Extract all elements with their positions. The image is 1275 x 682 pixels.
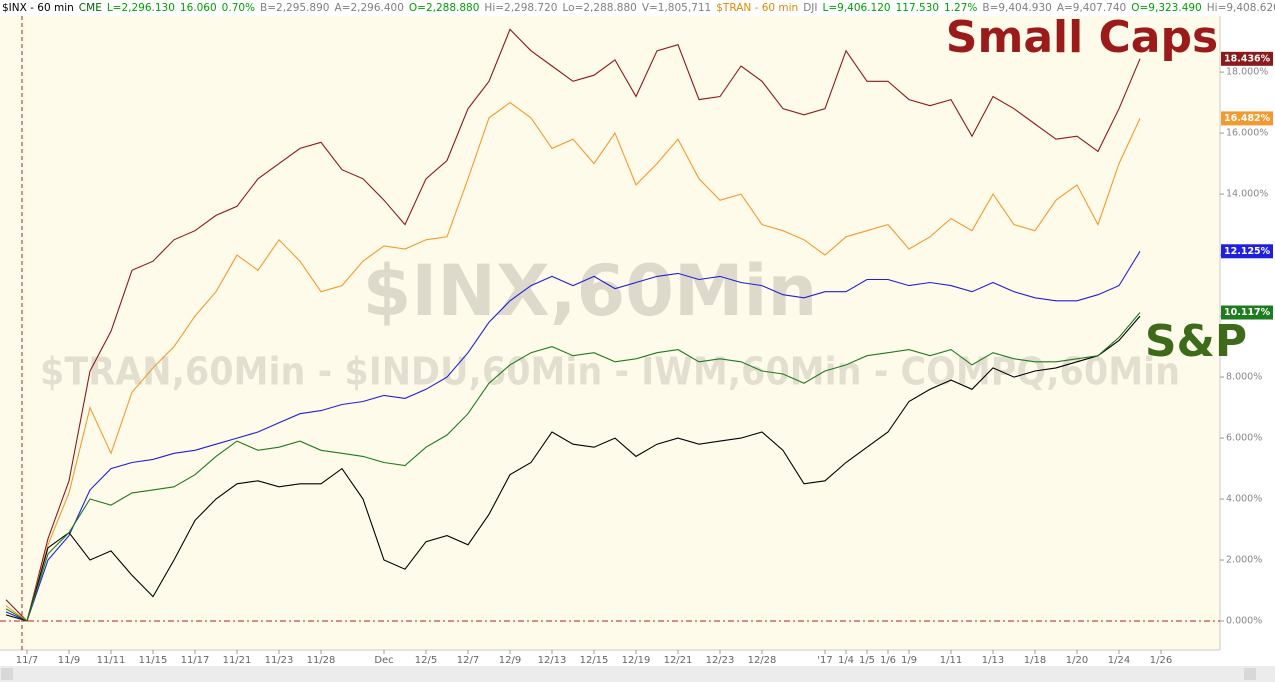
x-tick-label: 11/28 <box>307 655 336 666</box>
y-tick-label: 2.000% <box>1226 555 1262 566</box>
y-tick-label: 0.000% <box>1226 616 1262 627</box>
watermark-sub: $TRAN,60Min - $INDU,60Min - IWM,60Min - … <box>40 350 1180 394</box>
x-tick-label: 1/13 <box>982 655 1004 666</box>
header-item: 1.27% <box>944 2 977 14</box>
series-line <box>5 315 1141 622</box>
x-tick-label: 1/24 <box>1108 655 1130 666</box>
x-tick-label: 12/9 <box>499 655 521 666</box>
x-tick-label: 12/19 <box>622 655 651 666</box>
header-item: 117.530 <box>896 2 939 14</box>
y-tick-label: 6.000% <box>1226 433 1262 444</box>
header-item: CME <box>79 2 102 14</box>
header-item: $TRAN - 60 min <box>716 2 798 14</box>
last-value-label: 18.436% <box>1224 53 1271 64</box>
header-item: 0.70% <box>222 2 255 14</box>
x-tick-label: 12/21 <box>664 655 693 666</box>
y-tick-label: 4.000% <box>1226 494 1262 505</box>
x-tick-label: 12/13 <box>538 655 567 666</box>
header-item: B=2,295.890 <box>260 2 329 14</box>
x-tick-label: 11/7 <box>16 655 38 666</box>
header-item: V=1,805,711 <box>642 2 711 14</box>
plot-area <box>0 16 1220 650</box>
x-tick-label: 11/15 <box>139 655 168 666</box>
x-tick-label: 11/23 <box>265 655 294 666</box>
x-tick-label: 1/11 <box>940 655 962 666</box>
scrollbar[interactable] <box>0 666 1275 682</box>
header-item: Lo=2,288.880 <box>562 2 636 14</box>
watermark: $INX,60Min <box>363 250 818 332</box>
last-value-box <box>1221 305 1273 320</box>
annotation: S&P <box>1145 316 1247 367</box>
header-item: L=2,296.130 <box>107 2 175 14</box>
x-tick-label: 12/5 <box>415 655 437 666</box>
series-line <box>5 251 1141 622</box>
header-item: O=9,323.490 <box>1131 2 1202 14</box>
last-value-box <box>1221 51 1273 66</box>
x-tick-label: 12/23 <box>706 655 735 666</box>
header-item: DJI <box>803 2 817 14</box>
header-item: Hi=9,408.620 <box>1207 2 1275 14</box>
header-item: A=9,407.740 <box>1057 2 1126 14</box>
y-tick-label: 16.000% <box>1226 128 1268 139</box>
x-tick-label: 12/28 <box>748 655 777 666</box>
series-line <box>5 312 1141 622</box>
last-value-label: 16.482% <box>1224 113 1271 124</box>
x-tick-label: 1/26 <box>1150 655 1172 666</box>
y-tick-label: 8.000% <box>1226 372 1262 383</box>
series-line <box>5 101 1141 622</box>
scroll-right[interactable] <box>1244 668 1256 680</box>
header-item: Hi=2,298.720 <box>484 2 557 14</box>
header-item: A=2,296.400 <box>334 2 403 14</box>
x-tick-label: 1/20 <box>1066 655 1088 666</box>
x-tick-label: 1/18 <box>1024 655 1046 666</box>
y-tick-label: 14.000% <box>1226 189 1268 200</box>
x-tick-label: 11/17 <box>181 655 210 666</box>
x-tick-label: Dec <box>374 655 393 666</box>
last-value-label: 10.117% <box>1224 307 1271 318</box>
header-item: L=9,406.120 <box>822 2 890 14</box>
header-item: $INX - 60 min <box>2 2 74 14</box>
x-tick-label: 1/6 <box>880 655 896 666</box>
scroll-left[interactable] <box>1 668 13 680</box>
x-tick-label: 12/7 <box>457 655 479 666</box>
header-item: B=9,404.930 <box>982 2 1051 14</box>
header: $INX - 60 min CME L=2,296.130 16.060 0.70% B=… <box>2 2 1275 14</box>
last-value-box <box>1221 111 1273 126</box>
series-line <box>5 28 1141 623</box>
header-item: 16.060 <box>180 2 217 14</box>
x-tick-label: 12/15 <box>580 655 609 666</box>
y-tick-label: 18.000% <box>1226 67 1268 78</box>
x-tick-label: 1/4 <box>838 655 854 666</box>
last-value-box <box>1221 244 1273 259</box>
x-tick-label: 11/11 <box>97 655 126 666</box>
last-value-label: 12.125% <box>1224 246 1271 257</box>
x-tick-label: 11/9 <box>58 655 80 666</box>
x-tick-label: 11/21 <box>223 655 252 666</box>
x-tick-label: '17 <box>817 655 832 666</box>
x-tick-label: 1/5 <box>859 655 875 666</box>
x-tick-label: 1/9 <box>901 655 917 666</box>
annotation: Small Caps <box>946 12 1218 63</box>
header-item: O=2,288.880 <box>409 2 480 14</box>
